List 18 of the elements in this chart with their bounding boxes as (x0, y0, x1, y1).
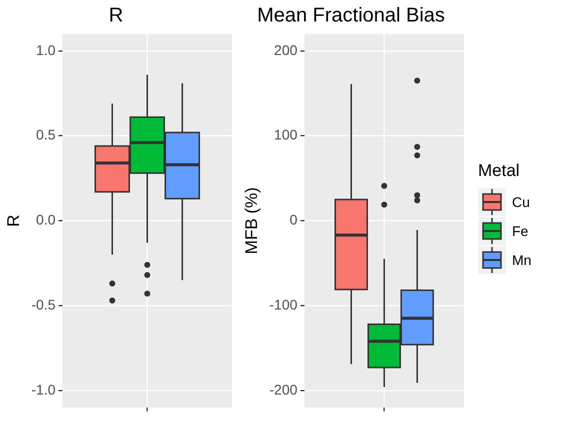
y-tick-label: 0.5 (36, 126, 56, 143)
y-tick-label: 1.0 (36, 42, 56, 58)
y-tick-label: 0.0 (36, 212, 56, 228)
y-axis-title: MFB (%) (242, 187, 261, 254)
y-tick-label: -100 (269, 296, 298, 312)
y-tick-label: 100 (274, 126, 298, 143)
y-tick-label: -0.5 (31, 296, 56, 312)
y-tick-label: 0 (290, 212, 298, 228)
chart-title: Mean Fractional Bias (257, 4, 445, 27)
y-tick-label: -1.0 (31, 381, 56, 398)
y-tick-label: -200 (269, 381, 298, 398)
legend-title: Metal (478, 161, 521, 181)
legend-label: Cu (512, 194, 530, 210)
legend-label: Mn (512, 252, 532, 268)
chart-title: R (108, 4, 124, 27)
legend-label: Fe (512, 222, 528, 238)
y-axis-title: R (4, 214, 23, 227)
y-tick-label: 200 (274, 42, 298, 58)
